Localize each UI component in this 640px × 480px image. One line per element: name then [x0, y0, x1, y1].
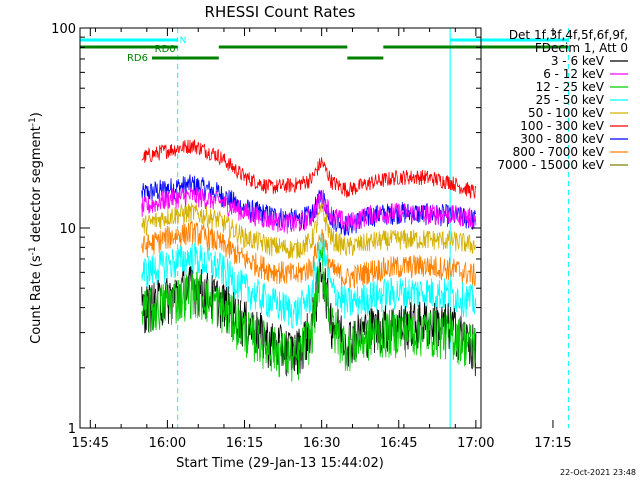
legend-label-4: 50 - 100 keV: [528, 106, 605, 120]
legend-header-line1: Det 1f,3f,4f,5f,6f,9f,: [509, 28, 628, 42]
legend-header-line2: FDecim 1, Att 0: [535, 41, 628, 55]
y-axis-label-close: ): [29, 112, 44, 117]
y-axis-label: Count Rate (s-1 detector segment-1): [28, 112, 44, 344]
state-label-rd0: RD0: [155, 44, 176, 55]
series-line-3: [141, 233, 477, 330]
x-tick-label-3: 16:30: [303, 436, 340, 451]
legend-label-7: 800 - 7000 keV: [513, 145, 605, 159]
x-tick-label-5: 17:00: [457, 436, 494, 451]
plot-area: N RD0 RD6: [79, 28, 569, 428]
x-tick-label-0: 15:45: [72, 436, 109, 451]
state-label-rd6: RD6: [127, 53, 148, 64]
legend-label-1: 6 - 12 keV: [543, 67, 605, 81]
y-tick-label-2: 100: [51, 22, 76, 37]
legend-label-8: 7000 - 15000 keV: [497, 158, 604, 172]
x-tick-label-6: 17:15: [534, 436, 571, 451]
series-line-2: [141, 247, 477, 382]
x-tick-label-4: 16:45: [380, 436, 417, 451]
x-axis-label: Start Time (29-Jan-13 15:44:02): [176, 456, 384, 471]
y-tick-label-1: 10: [59, 222, 76, 237]
series-line-7: [141, 220, 477, 289]
legend-label-0: 3 - 6 keV: [551, 54, 605, 68]
y-axis-label-main: Count Rate (s: [29, 255, 44, 344]
legend-label-6: 300 - 800 keV: [520, 132, 604, 146]
series-line-4: [141, 199, 477, 260]
series-line-1: [141, 186, 477, 234]
axes: 15:45 16:00 16:15 16:30 16:45 17:00 17:15 1 10 10…: [51, 22, 572, 451]
x-tick-label-2: 16:15: [226, 436, 263, 451]
legend-label-3: 25 - 50 keV: [536, 93, 605, 107]
y-axis-label-middle: detector segment: [29, 126, 44, 246]
legend-label-2: 12 - 25 keV: [536, 80, 605, 94]
state-label-night: N: [180, 36, 187, 46]
y-tick-label-0: 1: [68, 422, 76, 437]
footer-timestamp: 22-Oct-2021 23:48: [560, 468, 636, 477]
legend-label-5: 100 - 300 keV: [520, 119, 604, 133]
y-axis-label-sup: -1: [28, 246, 38, 255]
x-tick-label-1: 16:00: [149, 436, 186, 451]
y-axis-label-sup2: -1: [28, 117, 38, 126]
series-line-5: [141, 139, 477, 200]
chart-title: RHESSI Count Rates: [205, 3, 356, 21]
plot-frame: [79, 27, 482, 429]
